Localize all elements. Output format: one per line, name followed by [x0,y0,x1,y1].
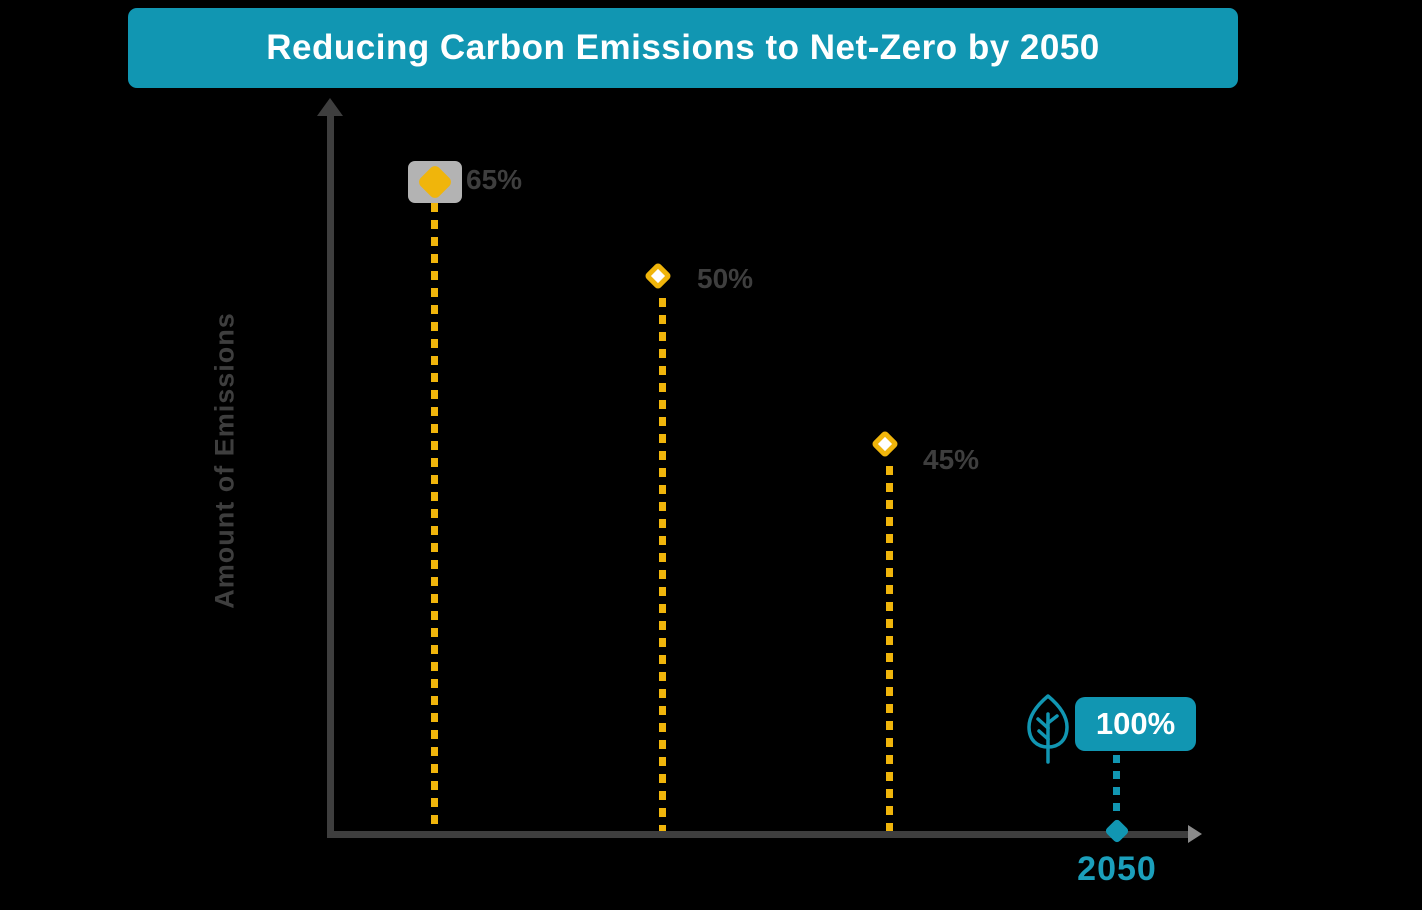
x-tick-2050: 2050 [1077,850,1157,888]
x-axis-arrow-icon [1188,825,1202,843]
y-axis-arrow-icon [317,98,343,116]
milestone-3-diamond-icon [870,429,900,459]
page-title: Reducing Carbon Emissions to Net-Zero by… [266,28,1100,67]
net-zero-goal-badge: 100% [1075,697,1196,751]
x-axis [327,831,1195,838]
tree-icon [1027,694,1069,764]
milestone-1-value-label: 65% [466,164,523,195]
milestone-1-marker-box [408,161,462,203]
goal-diamond-icon [1104,818,1130,844]
goal-dashed-line [1113,755,1120,817]
milestone-3-dashed-line [886,466,893,831]
y-axis-label: Amount of Emissions [209,312,240,609]
milestone-2-value-label: 50% [697,263,754,294]
milestone-2-dashed-line [659,298,666,831]
title-banner: Reducing Carbon Emissions to Net-Zero by… [128,8,1238,88]
goal-value-label: 100% [1095,706,1176,741]
milestone-3-value-label: 45% [923,444,980,475]
y-axis [327,112,334,838]
milestone-2-diamond-icon [643,261,673,291]
milestone-1-dashed-line [431,203,438,831]
milestone-1-pin-icon [416,163,454,201]
